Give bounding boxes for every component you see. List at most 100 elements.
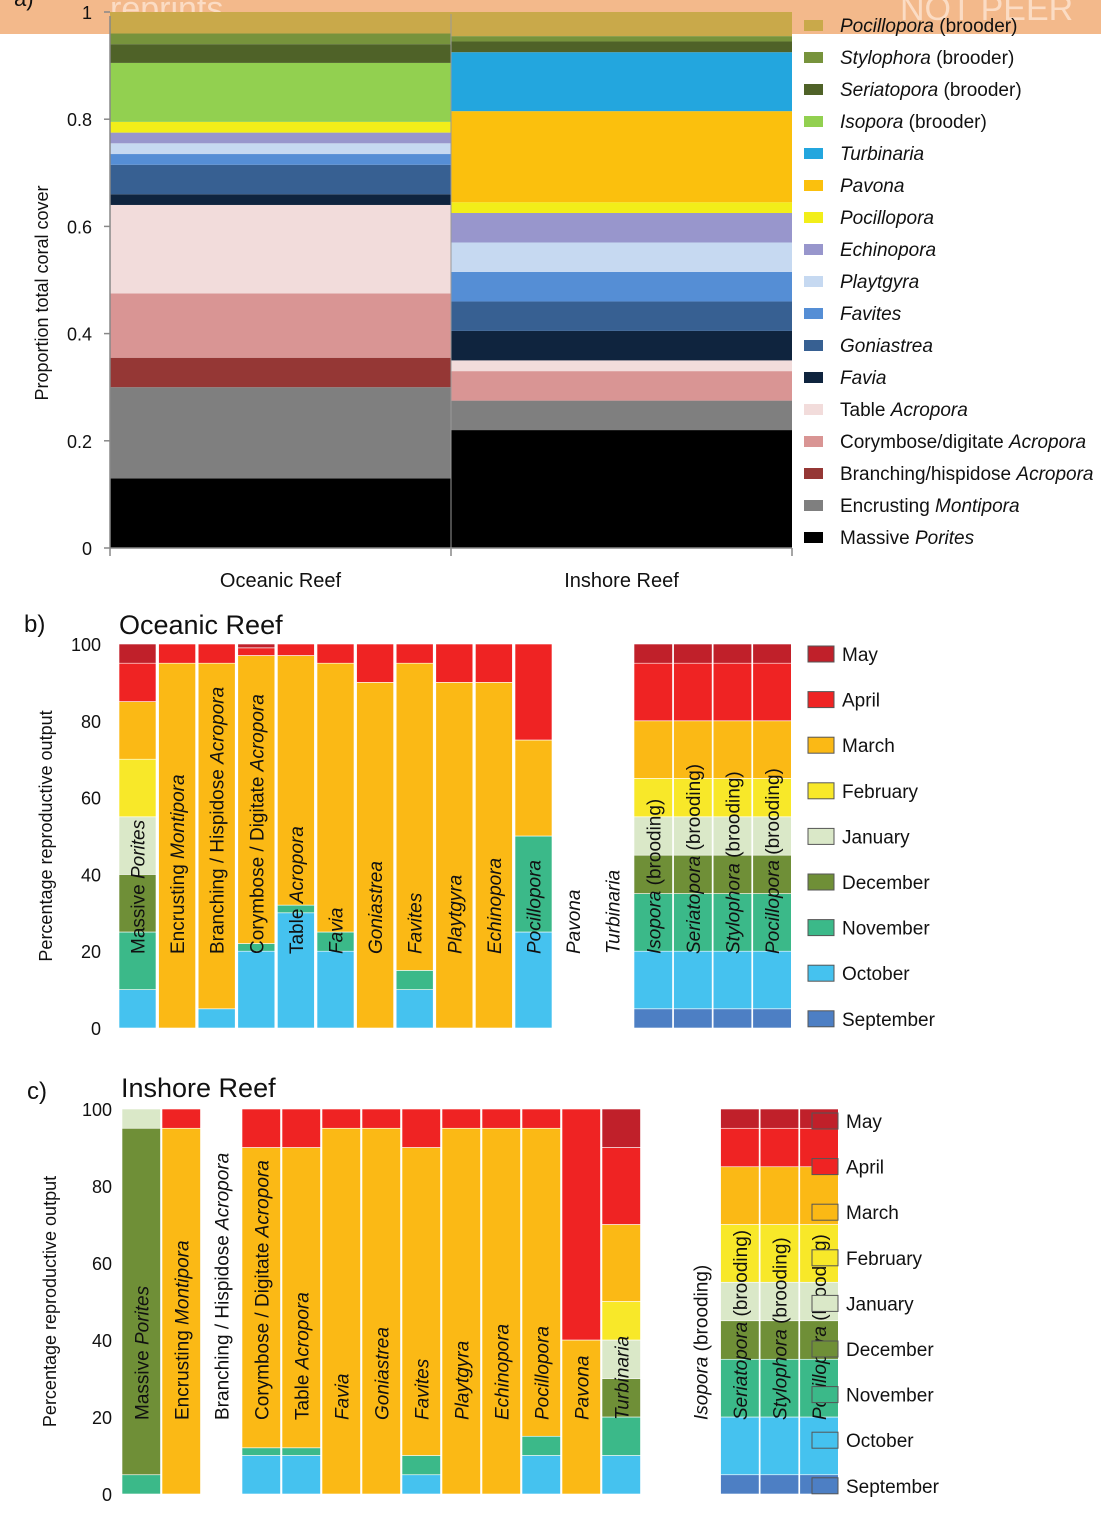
bar-segment-table-acropora-march bbox=[281, 1147, 321, 1449]
bar-segment-favia-march bbox=[316, 662, 355, 933]
bar-label-massive-porites: Massive Porites bbox=[132, 1285, 153, 1420]
bar-segment-inshore-reef-pavona bbox=[451, 111, 792, 203]
bar-segment-favites-october bbox=[401, 1474, 441, 1495]
bar-segment-seriatopora-brooding-may bbox=[673, 643, 713, 664]
bar-label-pocillopora-brooding: Pocillopora (brooding) bbox=[763, 768, 784, 954]
bar-segment-echinopora-march bbox=[481, 1127, 521, 1495]
bar-segment-oceanic-reef-encrusting-montipora bbox=[110, 387, 451, 479]
bar-segment-oceanic-reef-corymbose-digitate-acropora bbox=[110, 293, 451, 358]
bar-label-favites: Favites bbox=[412, 1358, 433, 1420]
bar-segment-oceanic-reef-favites bbox=[110, 154, 451, 165]
bar-segment-inshore-reef-playtgyra bbox=[451, 242, 792, 272]
bar-segment-inshore-reef-pocillopora-brooder bbox=[451, 12, 792, 37]
bar-segment-favites-october bbox=[395, 989, 434, 1029]
bar-segment-massive-porites-december bbox=[121, 1127, 161, 1476]
bar-segment-seriatopora-brooding-february bbox=[720, 1224, 760, 1283]
legend-label-october: October bbox=[842, 964, 910, 985]
legend-swatch-pavona bbox=[804, 180, 823, 191]
bar-segment-encrusting-montipora-april bbox=[158, 643, 196, 664]
legend-swatch-december bbox=[811, 1340, 839, 1358]
legend-label-goniastrea: Goniastrea bbox=[840, 336, 933, 357]
bar-label-table-acropora: Table Acropora bbox=[292, 1292, 313, 1420]
bar-segment-pocillopora-april bbox=[514, 643, 553, 741]
bar-segment-stylophora-brooding-september bbox=[759, 1474, 800, 1495]
bar-segment-isopora-brooding-october bbox=[633, 950, 673, 1010]
bar-segment-turbinaria-february bbox=[601, 1301, 641, 1341]
bar-segment-turbinaria-december bbox=[601, 1378, 641, 1418]
bar-segment-stylophora-brooding-may bbox=[759, 1108, 800, 1129]
watermark-text-right: NOT PEER bbox=[900, 0, 1074, 28]
legend-label-september: September bbox=[842, 1010, 936, 1031]
bar-segment-pocillopora-november bbox=[521, 1435, 561, 1456]
legend-swatch-march bbox=[811, 1203, 839, 1221]
bar-segment-seriatopora-brooding-april bbox=[673, 662, 713, 722]
bar-segment-branching-hispidose-acropora-october bbox=[197, 1008, 236, 1029]
bar-segment-massive-porites-may bbox=[118, 643, 157, 664]
bar-segment-stylophora-brooding-october bbox=[759, 1416, 800, 1476]
legend-swatch-october bbox=[807, 964, 835, 982]
legend-swatch-stylophora-brooder bbox=[804, 52, 823, 63]
legend-label-april: April bbox=[842, 691, 880, 712]
bar-segment-stylophora-brooding-january bbox=[759, 1281, 800, 1322]
bar-segment-oceanic-reef-stylophora-brooder bbox=[110, 33, 451, 45]
bar-segment-oceanic-reef-isopora-brooder bbox=[110, 62, 451, 122]
bar-segment-inshore-reef-stylophora-brooder bbox=[451, 36, 792, 42]
legend-swatch-september bbox=[807, 1010, 835, 1028]
y-axis-title: Percentage reproductive output bbox=[36, 710, 56, 961]
bar-label-playtgyra: Playtgyra bbox=[452, 1341, 473, 1420]
bar-label-favites: Favites bbox=[406, 892, 427, 954]
legend-swatch-november bbox=[811, 1386, 839, 1404]
panel-label: b) bbox=[24, 611, 45, 638]
legend-label-october: October bbox=[846, 1431, 914, 1452]
bar-segment-inshore-reef-pocillopora bbox=[451, 202, 792, 213]
legend-label-branching-hispidose-acropora: Branching/hispidose Acropora bbox=[840, 464, 1094, 485]
bar-segment-oceanic-reef-goniastrea bbox=[110, 164, 451, 195]
bar-segment-favites-march bbox=[395, 662, 434, 971]
bar-segment-stylophora-brooding-february bbox=[759, 1224, 800, 1283]
bar-segment-massive-porites-december bbox=[118, 874, 157, 933]
bar-segment-corymbose-digitate-acropora-april bbox=[241, 1108, 281, 1148]
y-tick-label-60: 60 bbox=[81, 789, 101, 809]
bar-segment-massive-porites-november bbox=[118, 931, 157, 990]
bar-segment-oceanic-reef-branching-hispidose-acropora bbox=[110, 357, 451, 388]
bar-segment-seriatopora-brooding-november bbox=[673, 893, 713, 952]
legend-swatch-february bbox=[807, 782, 835, 800]
legend-swatch-turbinaria bbox=[804, 148, 823, 159]
bar-segment-massive-porites-march bbox=[118, 701, 157, 760]
bar-segment-massive-porites-april bbox=[118, 662, 157, 702]
legend-label-echinopora: Echinopora bbox=[840, 240, 936, 261]
y-tick-label-80: 80 bbox=[92, 1177, 112, 1197]
bar-label-echinopora: Echinopora bbox=[485, 858, 506, 954]
bar-label-branching-hispidose-acropora: Branching / Hispidose Acropora bbox=[212, 1153, 233, 1420]
bar-segment-stylophora-brooding-december bbox=[712, 854, 753, 894]
bar-segment-table-acropora-october bbox=[281, 1455, 321, 1495]
legend-swatch-playtgyra bbox=[804, 276, 823, 287]
bar-segment-echinopora-april bbox=[475, 643, 513, 683]
bar-segment-seriatopora-brooding-march bbox=[720, 1166, 760, 1225]
bar-segment-corymbose-digitate-acropora-march bbox=[237, 655, 276, 944]
bar-segment-branching-hispidose-acropora-april bbox=[197, 643, 236, 664]
bar-segment-isopora-brooding-march bbox=[633, 720, 673, 779]
bar-segment-pocillopora-brooding-march bbox=[752, 720, 792, 779]
legend-swatch-november bbox=[807, 919, 835, 937]
bar-segment-inshore-reef-encrusting-montipora bbox=[451, 400, 792, 431]
bar-label-corymbose-digitate-acropora: Corymbose / Digitate Acropora bbox=[252, 1160, 273, 1420]
bar-segment-inshore-reef-echinopora bbox=[451, 213, 792, 243]
bar-segment-turbinaria-january bbox=[601, 1339, 641, 1379]
bar-segment-turbinaria-november bbox=[601, 1416, 641, 1456]
legend-swatch-april bbox=[807, 691, 835, 709]
panel-b-oceanic-reproduction-chart: Massive Porites Encrusting Montipora Branc… bbox=[24, 610, 936, 1039]
legend-swatch-march bbox=[807, 736, 835, 754]
bar-segment-turbinaria-march bbox=[601, 1224, 641, 1302]
y-tick-label-40: 40 bbox=[92, 1331, 112, 1351]
bar-segment-pocillopora-april bbox=[521, 1108, 561, 1129]
legend-swatch-pocillopora bbox=[804, 212, 823, 223]
legend-label-february: February bbox=[842, 782, 919, 803]
bar-segment-seriatopora-brooding-october bbox=[720, 1416, 760, 1476]
bar-segment-massive-porites-february bbox=[118, 758, 157, 818]
bar-segment-oceanic-reef-playtgyra bbox=[110, 143, 451, 155]
bar-segment-oceanic-reef-pocillopora-brooder bbox=[110, 12, 451, 34]
bar-segment-isopora-brooding-november bbox=[633, 893, 673, 952]
bar-segment-pocillopora-march bbox=[521, 1127, 561, 1437]
bar-segment-corymbose-digitate-acropora-november bbox=[241, 1447, 281, 1456]
